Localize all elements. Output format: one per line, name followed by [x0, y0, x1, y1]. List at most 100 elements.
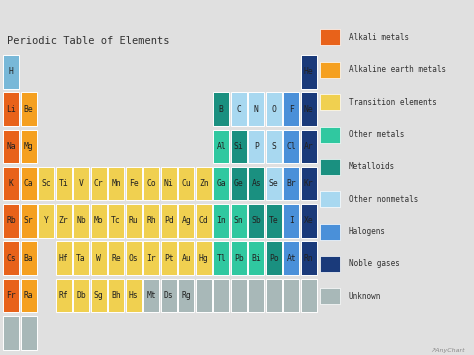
Bar	[231, 279, 246, 312]
Text: Be: Be	[24, 105, 34, 114]
Bar	[231, 204, 246, 238]
Bar	[73, 279, 89, 312]
Bar	[283, 167, 299, 201]
Bar	[320, 126, 340, 142]
Bar	[73, 167, 89, 201]
Bar	[3, 130, 19, 163]
Bar	[143, 204, 159, 238]
Text: Tl: Tl	[217, 254, 226, 263]
Bar	[56, 204, 72, 238]
Bar	[56, 241, 72, 275]
Bar	[91, 204, 107, 238]
Text: Ra: Ra	[24, 291, 34, 300]
Bar	[213, 92, 229, 126]
Bar	[248, 241, 264, 275]
Text: C: C	[237, 105, 241, 114]
Text: Alkali metals: Alkali metals	[349, 33, 409, 42]
Bar	[266, 167, 282, 201]
Text: Mt: Mt	[146, 291, 156, 300]
Bar	[301, 241, 317, 275]
Text: N: N	[254, 105, 259, 114]
Bar	[3, 316, 19, 350]
Text: Ag: Ag	[182, 217, 191, 225]
Bar	[320, 62, 340, 78]
Bar	[3, 204, 19, 238]
Bar	[21, 167, 36, 201]
Text: Ta: Ta	[76, 254, 86, 263]
Bar	[109, 241, 124, 275]
Bar	[283, 279, 299, 312]
Text: Fe: Fe	[129, 179, 138, 188]
Text: Cs: Cs	[6, 254, 16, 263]
Bar	[248, 204, 264, 238]
Text: Zn: Zn	[199, 179, 209, 188]
Bar	[320, 29, 340, 45]
Bar	[231, 241, 246, 275]
Bar	[21, 316, 36, 350]
Text: Y: Y	[44, 217, 49, 225]
Text: At: At	[286, 254, 296, 263]
Bar	[213, 241, 229, 275]
Bar	[126, 241, 142, 275]
Text: Ir: Ir	[146, 254, 156, 263]
Bar	[320, 224, 340, 240]
Bar	[301, 204, 317, 238]
Bar	[213, 167, 229, 201]
Text: O: O	[271, 105, 276, 114]
Text: In: In	[217, 217, 226, 225]
Bar	[3, 279, 19, 312]
Text: Cd: Cd	[199, 217, 209, 225]
Text: Hf: Hf	[59, 254, 69, 263]
Bar	[320, 191, 340, 207]
Text: Re: Re	[111, 254, 121, 263]
Text: Other metals: Other metals	[349, 130, 404, 139]
Text: Sg: Sg	[94, 291, 103, 300]
Bar	[21, 279, 36, 312]
Bar	[213, 130, 229, 163]
Bar	[283, 204, 299, 238]
Bar	[266, 204, 282, 238]
Text: Si: Si	[234, 142, 244, 151]
Text: As: As	[251, 179, 261, 188]
Text: Te: Te	[269, 217, 279, 225]
Text: Pt: Pt	[164, 254, 173, 263]
Text: Bi: Bi	[251, 254, 261, 263]
Bar	[161, 167, 177, 201]
Text: Cl: Cl	[286, 142, 296, 151]
Text: Mo: Mo	[94, 217, 103, 225]
Text: Zr: Zr	[59, 217, 69, 225]
Text: Bh: Bh	[111, 291, 121, 300]
Text: Ba: Ba	[24, 254, 34, 263]
Text: Hs: Hs	[129, 291, 138, 300]
Bar	[248, 167, 264, 201]
Bar	[213, 279, 229, 312]
Bar	[266, 279, 282, 312]
Bar	[301, 279, 317, 312]
Bar	[126, 167, 142, 201]
Text: Sb: Sb	[251, 217, 261, 225]
Bar	[283, 130, 299, 163]
Text: Other nonmetals: Other nonmetals	[349, 195, 418, 204]
Bar	[91, 279, 107, 312]
Bar	[73, 241, 89, 275]
Text: Mg: Mg	[24, 142, 34, 151]
Text: Mn: Mn	[111, 179, 121, 188]
Text: S: S	[271, 142, 276, 151]
Bar	[320, 94, 340, 110]
Text: Noble gases: Noble gases	[349, 260, 400, 268]
Text: Fr: Fr	[6, 291, 16, 300]
Bar	[320, 159, 340, 175]
Text: Pb: Pb	[234, 254, 244, 263]
Bar	[21, 204, 36, 238]
Bar	[301, 167, 317, 201]
Bar	[21, 241, 36, 275]
Text: Br: Br	[286, 179, 296, 188]
Bar	[56, 167, 72, 201]
Bar	[91, 167, 107, 201]
Bar	[248, 130, 264, 163]
Text: Cr: Cr	[94, 179, 103, 188]
Bar	[196, 241, 211, 275]
Text: Na: Na	[6, 142, 16, 151]
Text: Ne: Ne	[304, 105, 314, 114]
Text: Ru: Ru	[129, 217, 138, 225]
